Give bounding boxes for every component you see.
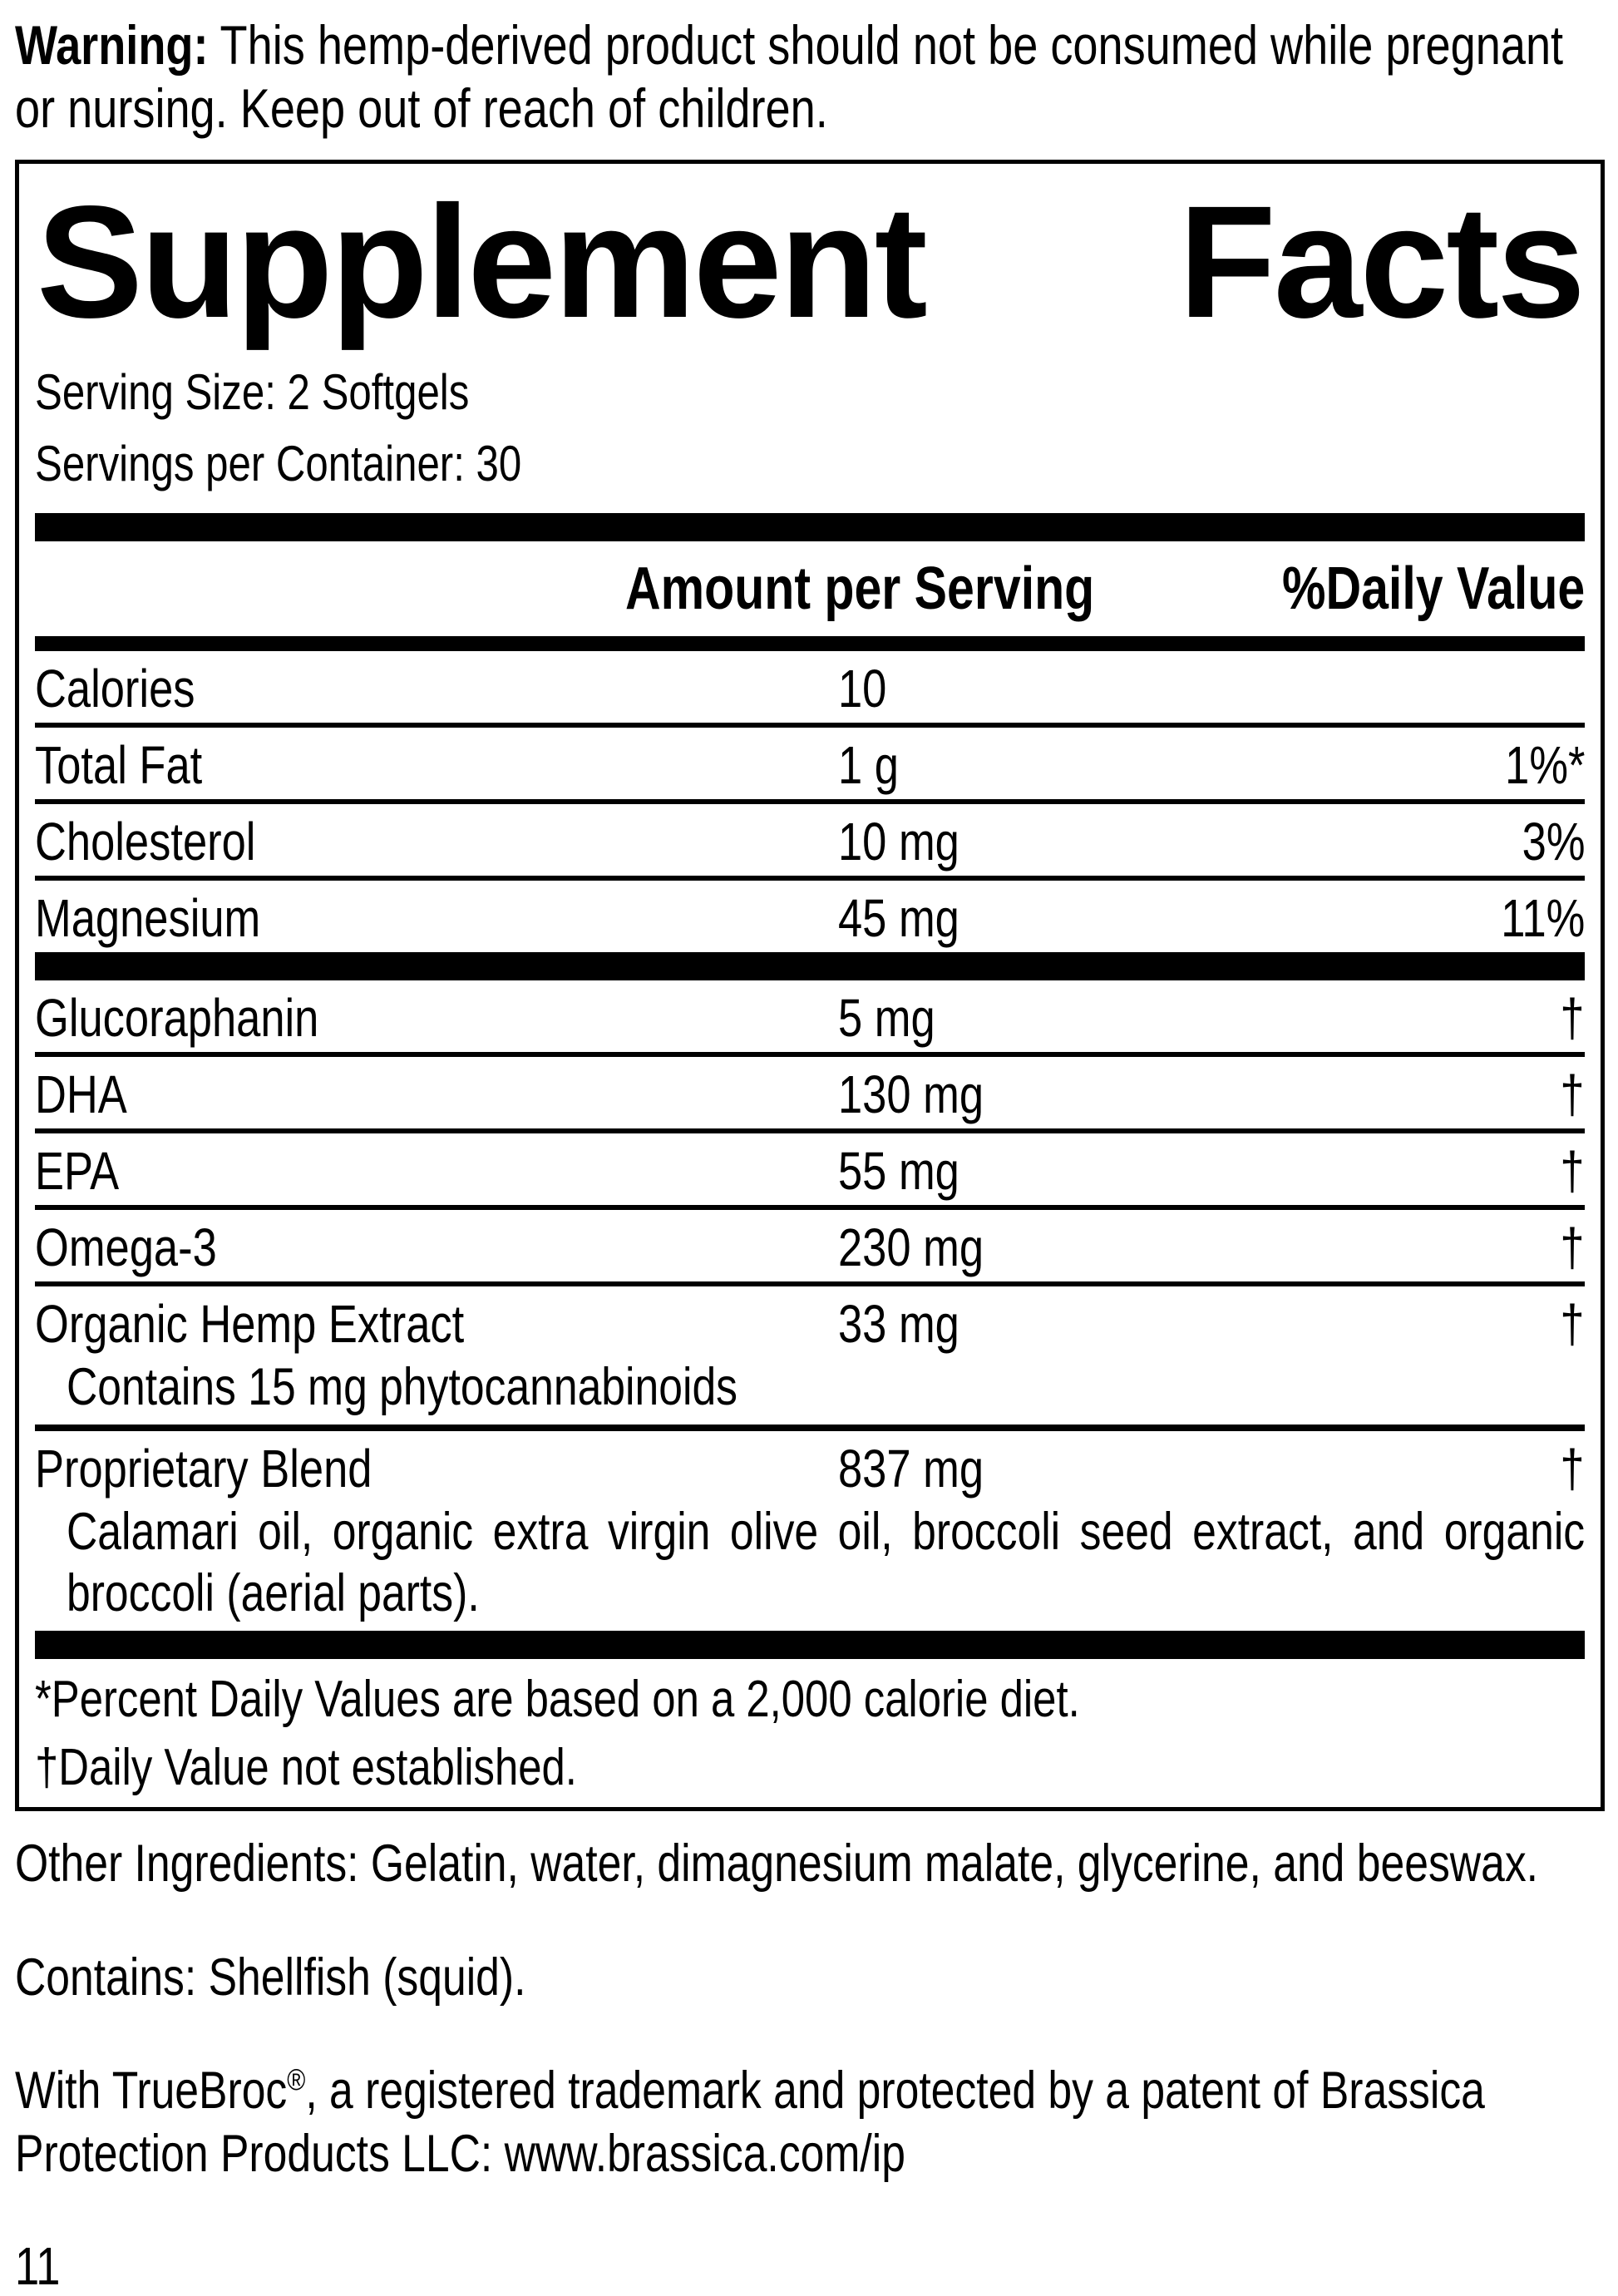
- footnote: †Daily Value not established.: [35, 1739, 577, 1796]
- separator-line: [35, 1281, 1585, 1286]
- nutrient-amount: 55 mg: [838, 1141, 959, 1201]
- warning-statement: Warning: This hemp-derived product shoul…: [15, 13, 1605, 140]
- nutrient-name: Total Fat: [35, 735, 203, 795]
- rows-container: Calories 10 Total Fat 1 g 1%* Cholestero…: [35, 651, 1585, 1631]
- nutrient-dv: †: [1560, 1217, 1585, 1277]
- divider-bar-footnotes: [35, 1631, 1585, 1659]
- separator-line: [35, 1128, 1585, 1133]
- nutrient-name: Omega-3: [35, 1217, 217, 1277]
- warning-label: Warning:: [15, 14, 209, 76]
- trademark-prefix: With TrueBroc: [15, 2061, 288, 2120]
- nutrient-dv: 11%: [1500, 888, 1585, 948]
- nutrient-name: Proprietary Blend: [35, 1439, 372, 1499]
- nutrient-amount: 10 mg: [838, 812, 959, 871]
- nutrient-amount: 130 mg: [838, 1064, 984, 1124]
- nutrient-row: Calories 10: [35, 651, 1585, 723]
- separator-line: [35, 723, 1585, 728]
- nutrient-name: Glucoraphanin: [35, 988, 319, 1048]
- nutrient-name: DHA: [35, 1064, 127, 1124]
- contains-statement: Contains: Shellfish (squid).: [15, 1948, 526, 2007]
- nutrient-subtext: Contains 15 mg phytocannabinoids: [67, 1358, 738, 1416]
- separator-line: [35, 1205, 1585, 1210]
- nutrient-name: Cholesterol: [35, 812, 256, 871]
- nutrient-dv: †: [1560, 988, 1585, 1048]
- other-ingredients: Other Ingredients: Gelatin, water, dimag…: [15, 1834, 1539, 1893]
- column-header-row: Amount per Serving %Daily Value: [35, 541, 1585, 636]
- divider-bar-header: [35, 636, 1585, 651]
- servings-per-container: Servings per Container: 30: [35, 436, 522, 491]
- separator-line: [35, 1052, 1585, 1057]
- nutrient-amount: 10: [838, 659, 887, 718]
- column-header-daily-value: %Daily Value: [1281, 555, 1585, 622]
- separator-line: [35, 1425, 1585, 1431]
- nutrient-amount: 45 mg: [838, 888, 959, 948]
- column-header-amount: Amount per Serving: [625, 555, 1095, 622]
- nutrient-row: Total Fat 1 g 1%*: [35, 728, 1585, 799]
- panel-title: Supplement Facts: [35, 164, 1586, 351]
- trademark-suffix: , a registered trademark and protected b…: [15, 2061, 1485, 2183]
- nutrient-row: Glucoraphanin 5 mg †: [35, 980, 1585, 1052]
- nutrient-dv: 3%: [1522, 812, 1585, 871]
- registered-trademark-symbol: ®: [287, 2062, 306, 2096]
- nutrient-dv: †: [1560, 1294, 1585, 1354]
- nutrient-name: Magnesium: [35, 888, 261, 948]
- nutrient-dv: †: [1560, 1439, 1585, 1499]
- nutrient-row: Omega-3 230 mg †: [35, 1210, 1585, 1281]
- nutrient-amount: 230 mg: [838, 1217, 984, 1277]
- nutrient-row: Magnesium 45 mg 11%: [35, 881, 1585, 952]
- divider-bar: [35, 952, 1585, 980]
- separator-line: [35, 799, 1585, 804]
- warning-text: This hemp-derived product should not be …: [15, 14, 1564, 139]
- page-number: 11: [15, 2236, 61, 2296]
- nutrient-name: EPA: [35, 1141, 120, 1201]
- nutrient-row: Cholesterol 10 mg 3%: [35, 804, 1585, 876]
- separator-line: [35, 876, 1585, 881]
- serving-size: Serving Size: 2 Softgels: [35, 364, 470, 420]
- trademark-statement: With TrueBroc®, a registered trademark a…: [15, 2059, 1605, 2185]
- nutrient-row: Organic Hemp Extract 33 mg † Contains 15…: [35, 1286, 1585, 1425]
- panel-title-word-1: Supplement: [37, 172, 928, 351]
- nutrient-row: Proprietary Blend 837 mg † Calamari oil,…: [35, 1431, 1585, 1631]
- footnotes: *Percent Daily Values are based on a 2,0…: [35, 1672, 1585, 1795]
- nutrient-row: EPA 55 mg †: [35, 1133, 1585, 1205]
- nutrient-amount: 5 mg: [838, 988, 935, 1048]
- nutrient-subtext: Calamari oil, organic extra virgin olive…: [67, 1503, 1586, 1622]
- nutrient-dv: †: [1560, 1064, 1585, 1124]
- panel-title-word-2: Facts: [1178, 172, 1586, 351]
- nutrient-amount: 33 mg: [838, 1294, 959, 1354]
- nutrient-row: DHA 130 mg †: [35, 1057, 1585, 1128]
- nutrient-dv: 1%*: [1504, 735, 1585, 795]
- nutrient-amount: 1 g: [838, 735, 899, 795]
- nutrient-amount: 837 mg: [838, 1439, 984, 1499]
- nutrient-dv: †: [1560, 1141, 1585, 1201]
- supplement-facts-panel: Supplement Facts Serving Size: 2 Softgel…: [15, 160, 1605, 1811]
- divider-bar-top: [35, 513, 1585, 541]
- nutrient-name: Organic Hemp Extract: [35, 1294, 465, 1354]
- serving-info: Serving Size: 2 Softgels Servings per Co…: [35, 357, 1585, 500]
- nutrient-name: Calories: [35, 659, 195, 718]
- footnote: *Percent Daily Values are based on a 2,0…: [35, 1671, 1080, 1728]
